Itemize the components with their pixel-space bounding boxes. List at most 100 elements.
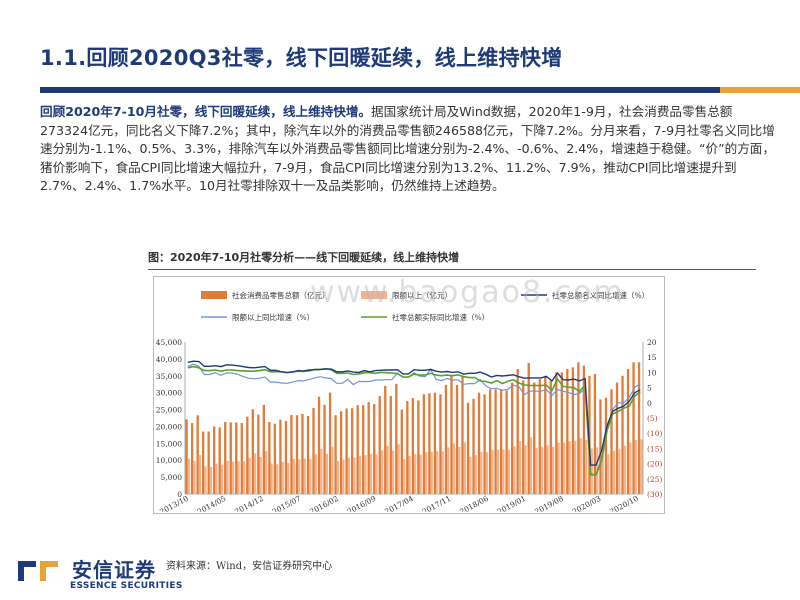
bar-total — [241, 423, 243, 494]
bar-above-quota — [271, 464, 273, 494]
bar-above-quota — [618, 449, 620, 494]
left-tick-label: 5,000 — [161, 473, 183, 482]
bar-above-quota — [188, 459, 190, 494]
bar-total — [544, 376, 546, 494]
logo-icon — [14, 557, 62, 589]
bar-total — [246, 417, 248, 494]
bar-total — [390, 396, 392, 494]
bar-total — [268, 422, 270, 494]
bar-total — [528, 363, 530, 494]
bar-above-quota — [337, 461, 339, 494]
bar-total — [307, 416, 309, 494]
bar-total — [494, 389, 496, 494]
bar-total — [434, 393, 436, 494]
left-tick-label: 10,000 — [156, 456, 182, 465]
bar-above-quota — [353, 458, 355, 494]
legend-label: 社零总额实际同比增速（%） — [392, 312, 489, 322]
left-tick-label: 45,000 — [156, 338, 182, 347]
bar-total — [301, 414, 303, 494]
bar-above-quota — [502, 449, 504, 494]
x-tick-label: 2020/03 — [571, 494, 603, 512]
bar-total — [362, 405, 364, 494]
bar-above-quota — [375, 454, 377, 494]
bar-above-quota — [287, 463, 289, 494]
bar-total — [439, 394, 441, 494]
bar-above-quota — [232, 462, 234, 494]
bar-total — [334, 415, 336, 494]
bar-total — [263, 405, 265, 494]
bar-above-quota — [530, 437, 532, 494]
bar-total — [274, 424, 276, 494]
bar-above-quota — [386, 446, 388, 494]
bar-above-quota — [552, 447, 554, 494]
bar-above-quota — [342, 460, 344, 494]
bar-total — [517, 369, 519, 494]
bar-above-quota — [557, 443, 559, 494]
bar-total — [285, 421, 287, 494]
right-tick-label: 5 — [647, 384, 652, 393]
bar-above-quota — [464, 442, 466, 494]
bar-total — [257, 415, 259, 494]
bar-total — [290, 415, 292, 494]
bar-above-quota — [199, 455, 201, 494]
x-tick-label: 2013/10 — [158, 494, 190, 512]
bar-above-quota — [193, 461, 195, 494]
bar-above-quota — [420, 455, 422, 494]
x-tick-label: 2018/06 — [458, 494, 490, 512]
bar-above-quota — [431, 452, 433, 494]
bar-total — [252, 409, 254, 494]
bar-total — [533, 383, 535, 494]
bar-above-quota — [309, 459, 311, 494]
bar-above-quota — [221, 465, 223, 494]
bar-total — [428, 393, 430, 494]
bar-total — [550, 381, 552, 494]
bar-above-quota — [276, 464, 278, 494]
bar-above-quota — [381, 450, 383, 494]
bar-total — [483, 394, 485, 494]
x-tick-label: 2016/02 — [308, 494, 340, 512]
bar-total — [406, 401, 408, 494]
bar-above-quota — [370, 454, 372, 494]
bar-total — [461, 376, 463, 494]
bar-above-quota — [414, 454, 416, 494]
bar-above-quota — [282, 462, 284, 494]
bar-total — [208, 432, 210, 494]
bar-total — [368, 402, 370, 494]
right-tick-label: 15 — [647, 353, 657, 362]
bar-above-quota — [453, 443, 455, 494]
bar-above-quota — [254, 453, 256, 494]
bar-above-quota — [348, 458, 350, 494]
bar-total — [577, 362, 579, 494]
bar-total — [351, 408, 353, 494]
watermark: www.baogao8.com — [310, 275, 625, 310]
bar-above-quota — [447, 447, 449, 494]
bar-above-quota — [210, 467, 212, 494]
bar-above-quota — [629, 443, 631, 494]
bar-total — [357, 405, 359, 494]
bar-above-quota — [480, 452, 482, 494]
bar-above-quota — [298, 459, 300, 494]
bar-above-quota — [304, 459, 306, 494]
bar-above-quota — [546, 445, 548, 494]
right-tick-label: (20) — [647, 460, 662, 469]
bar-total — [478, 393, 480, 494]
title-rule-navy — [40, 87, 720, 93]
bar-total — [621, 376, 623, 494]
bar-above-quota — [392, 451, 394, 494]
bar-above-quota — [243, 461, 245, 494]
left-tick-label: 35,000 — [156, 372, 182, 381]
figure-caption: 图：2020年7-10月社零分析——线下回暖延续，线上维持快增 — [148, 249, 459, 265]
slide-title: 1.1.回顾2020Q3社零，线下回暖延续，线上维持快增 — [40, 42, 563, 72]
x-tick-label: 2014/12 — [233, 494, 265, 512]
bar-total — [235, 422, 237, 494]
x-tick-label: 2019/01 — [496, 494, 528, 512]
bar-total — [185, 419, 187, 494]
bar-total — [610, 389, 612, 494]
bar-above-quota — [204, 466, 206, 494]
right-tick-label: (15) — [647, 444, 662, 453]
bar-total — [373, 404, 375, 494]
logo-chinese-name: 安信证券 — [72, 554, 156, 583]
bar-above-quota — [613, 451, 615, 494]
bar-above-quota — [359, 456, 361, 494]
bar-above-quota — [259, 457, 261, 494]
